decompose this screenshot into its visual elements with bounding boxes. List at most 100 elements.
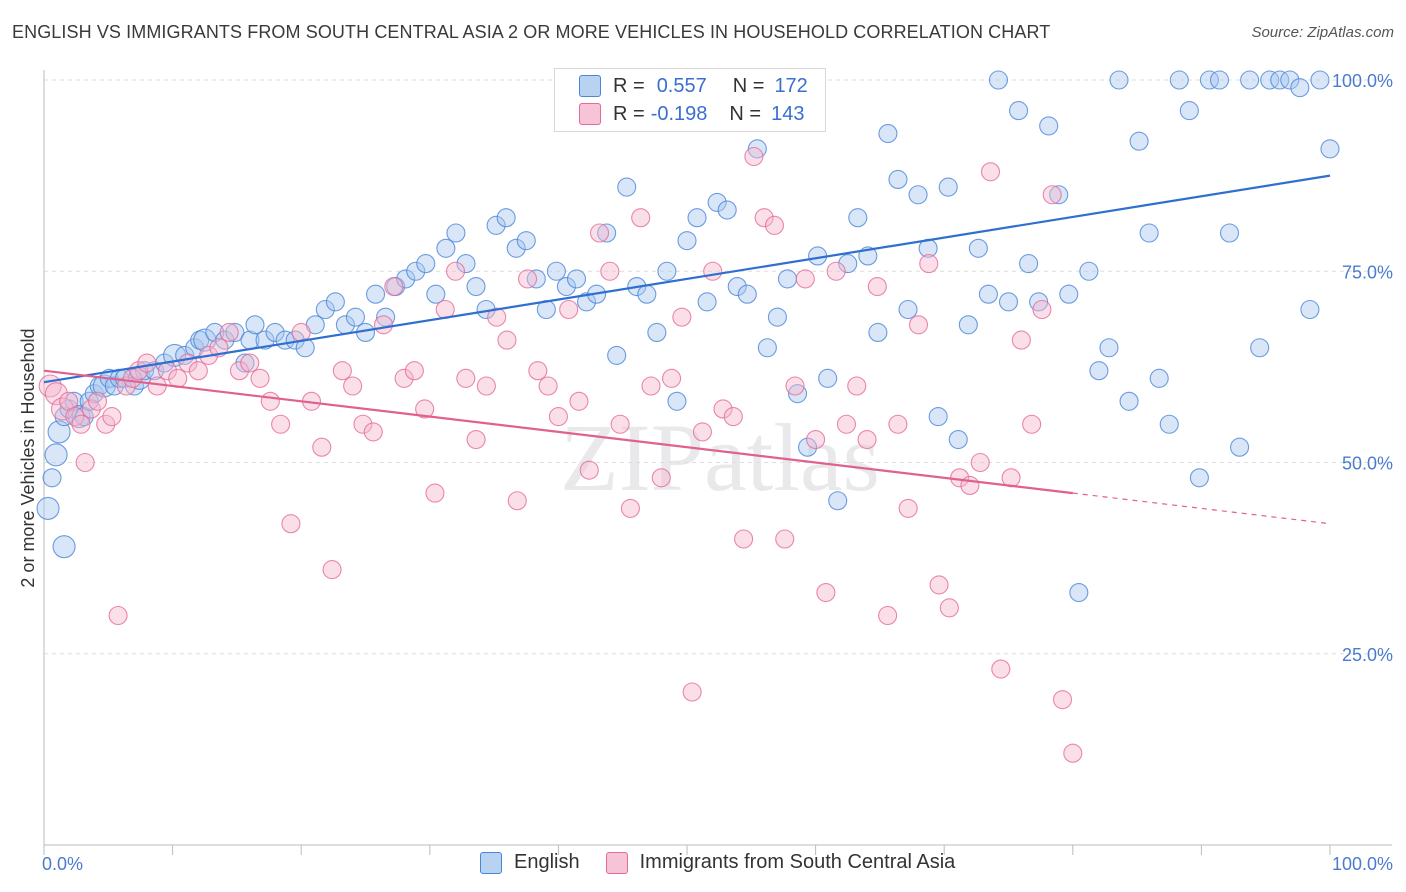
english-point-57: [486, 215, 506, 235]
legend-item-english[interactable]: English: [480, 851, 580, 874]
english-point-114: [1059, 284, 1079, 304]
immigrants-point-23: [219, 322, 239, 343]
english-point-84: [757, 338, 777, 358]
immigrants-point-79: [795, 269, 815, 289]
english-point-79: [707, 192, 727, 212]
immigrants-point-65: [651, 468, 671, 488]
english-point-80: [717, 200, 737, 220]
immigrants-point-55: [548, 407, 568, 427]
r-label-immigrants: R =: [613, 102, 645, 125]
english-point-107: [988, 70, 1009, 90]
immigrants-point-50: [497, 330, 517, 350]
english-point-131: [1230, 437, 1250, 457]
immigrants-point-82: [826, 261, 846, 281]
immigrants-point-42: [415, 399, 435, 419]
immigrants-point-84: [847, 376, 867, 396]
immigrants-point-35: [343, 376, 363, 396]
r-label-english: R =: [613, 74, 645, 97]
immigrants-point-72: [723, 407, 743, 427]
immigrants-point-105: [1063, 743, 1083, 763]
n-value-immigrants: 143: [771, 102, 805, 125]
english-point-85: [767, 307, 787, 327]
english-point-72: [637, 284, 657, 304]
chart-title: ENGLISH VS IMMIGRANTS FROM SOUTH CENTRAL…: [12, 22, 1051, 42]
english-point-86: [777, 269, 798, 289]
english-point-101: [928, 407, 948, 427]
immigrants-point-49: [487, 307, 507, 327]
english-point-68: [597, 223, 617, 243]
immigrants-point-57: [569, 391, 589, 411]
english-point-108: [998, 292, 1019, 312]
english-point-3: [47, 420, 71, 444]
y-tick-label-50: 50.0%: [1342, 454, 1393, 474]
english-point-135: [1270, 70, 1290, 90]
immigrants-point-25: [240, 353, 260, 373]
english-point-28: [205, 322, 225, 343]
english-point-116: [1079, 261, 1099, 281]
immigrants-point-43: [425, 483, 445, 503]
english-point-65: [566, 269, 587, 289]
x-tick-label-start: 0.0%: [42, 854, 83, 874]
english-swatch-icon: [579, 75, 601, 97]
immigrants-point-80: [806, 429, 826, 450]
immigrants-point-54: [538, 376, 558, 396]
english-point-134: [1260, 70, 1280, 90]
immigrants-point-59: [590, 223, 610, 243]
english-point-122: [1139, 223, 1159, 243]
english-point-109: [1008, 101, 1029, 121]
english-point-53: [446, 223, 466, 243]
immigrants-point-61: [610, 414, 630, 434]
immigrants-point-100: [1011, 330, 1031, 350]
english-point-45: [365, 284, 386, 304]
english-point-133: [1250, 338, 1270, 358]
y-tick-label-25: 25.0%: [1342, 645, 1393, 665]
english-point-64: [556, 276, 576, 297]
legend-row-immigrants: R = -0.198 N = 143: [579, 101, 804, 127]
immigrants-point-83: [836, 414, 857, 434]
immigrants-point-93: [939, 598, 959, 618]
immigrants-point-8: [87, 391, 108, 411]
english-point-75: [667, 391, 687, 411]
english-point-82: [737, 284, 757, 304]
english-point-70: [617, 177, 637, 197]
immigrants-point-41: [404, 361, 424, 381]
immigrants-point-29: [281, 514, 301, 534]
immigrants-point-1: [44, 382, 68, 406]
english-point-38: [295, 338, 315, 358]
immigrants-point-92: [929, 575, 949, 595]
immigrants-point-73: [734, 529, 754, 549]
english-point-127: [1189, 468, 1209, 488]
english-point-102: [938, 177, 958, 197]
english-point-139: [1310, 70, 1330, 90]
english-point-92: [838, 254, 858, 274]
x-tick-label-end: 100.0%: [1332, 854, 1393, 874]
immigrants-point-96: [970, 452, 990, 473]
english-point-96: [878, 124, 898, 144]
immigrants-point-26: [250, 368, 270, 388]
english-point-43: [345, 307, 366, 327]
immigrants-point-15: [137, 353, 157, 373]
english-point-113: [1049, 185, 1069, 205]
english-point-120: [1119, 391, 1139, 411]
english-point-76: [677, 231, 697, 251]
legend-item-immigrants[interactable]: Immigrants from South Central Asia: [605, 851, 955, 874]
immigrants-point-33: [322, 560, 342, 580]
english-point-121: [1129, 131, 1149, 151]
english-point-33: [245, 315, 265, 335]
immigrants-point-68: [682, 682, 702, 702]
immigrants-point-103: [1042, 185, 1062, 205]
immigrants-point-37: [363, 422, 383, 442]
y-axis-label: 2 or more Vehicles in Household: [18, 328, 38, 587]
english-point-1: [42, 468, 62, 488]
english-point-46: [376, 307, 396, 327]
immigrants-point-76: [764, 215, 784, 235]
english-point-117: [1089, 361, 1109, 381]
english-point-41: [325, 292, 345, 312]
english-point-73: [647, 322, 667, 343]
immigrants-point-98: [991, 659, 1011, 679]
english-point-54: [456, 254, 476, 274]
english-point-110: [1019, 254, 1039, 274]
english-point-55: [466, 276, 486, 297]
series-legend: English Immigrants from South Central As…: [480, 851, 981, 874]
immigrants-point-87: [878, 605, 898, 626]
